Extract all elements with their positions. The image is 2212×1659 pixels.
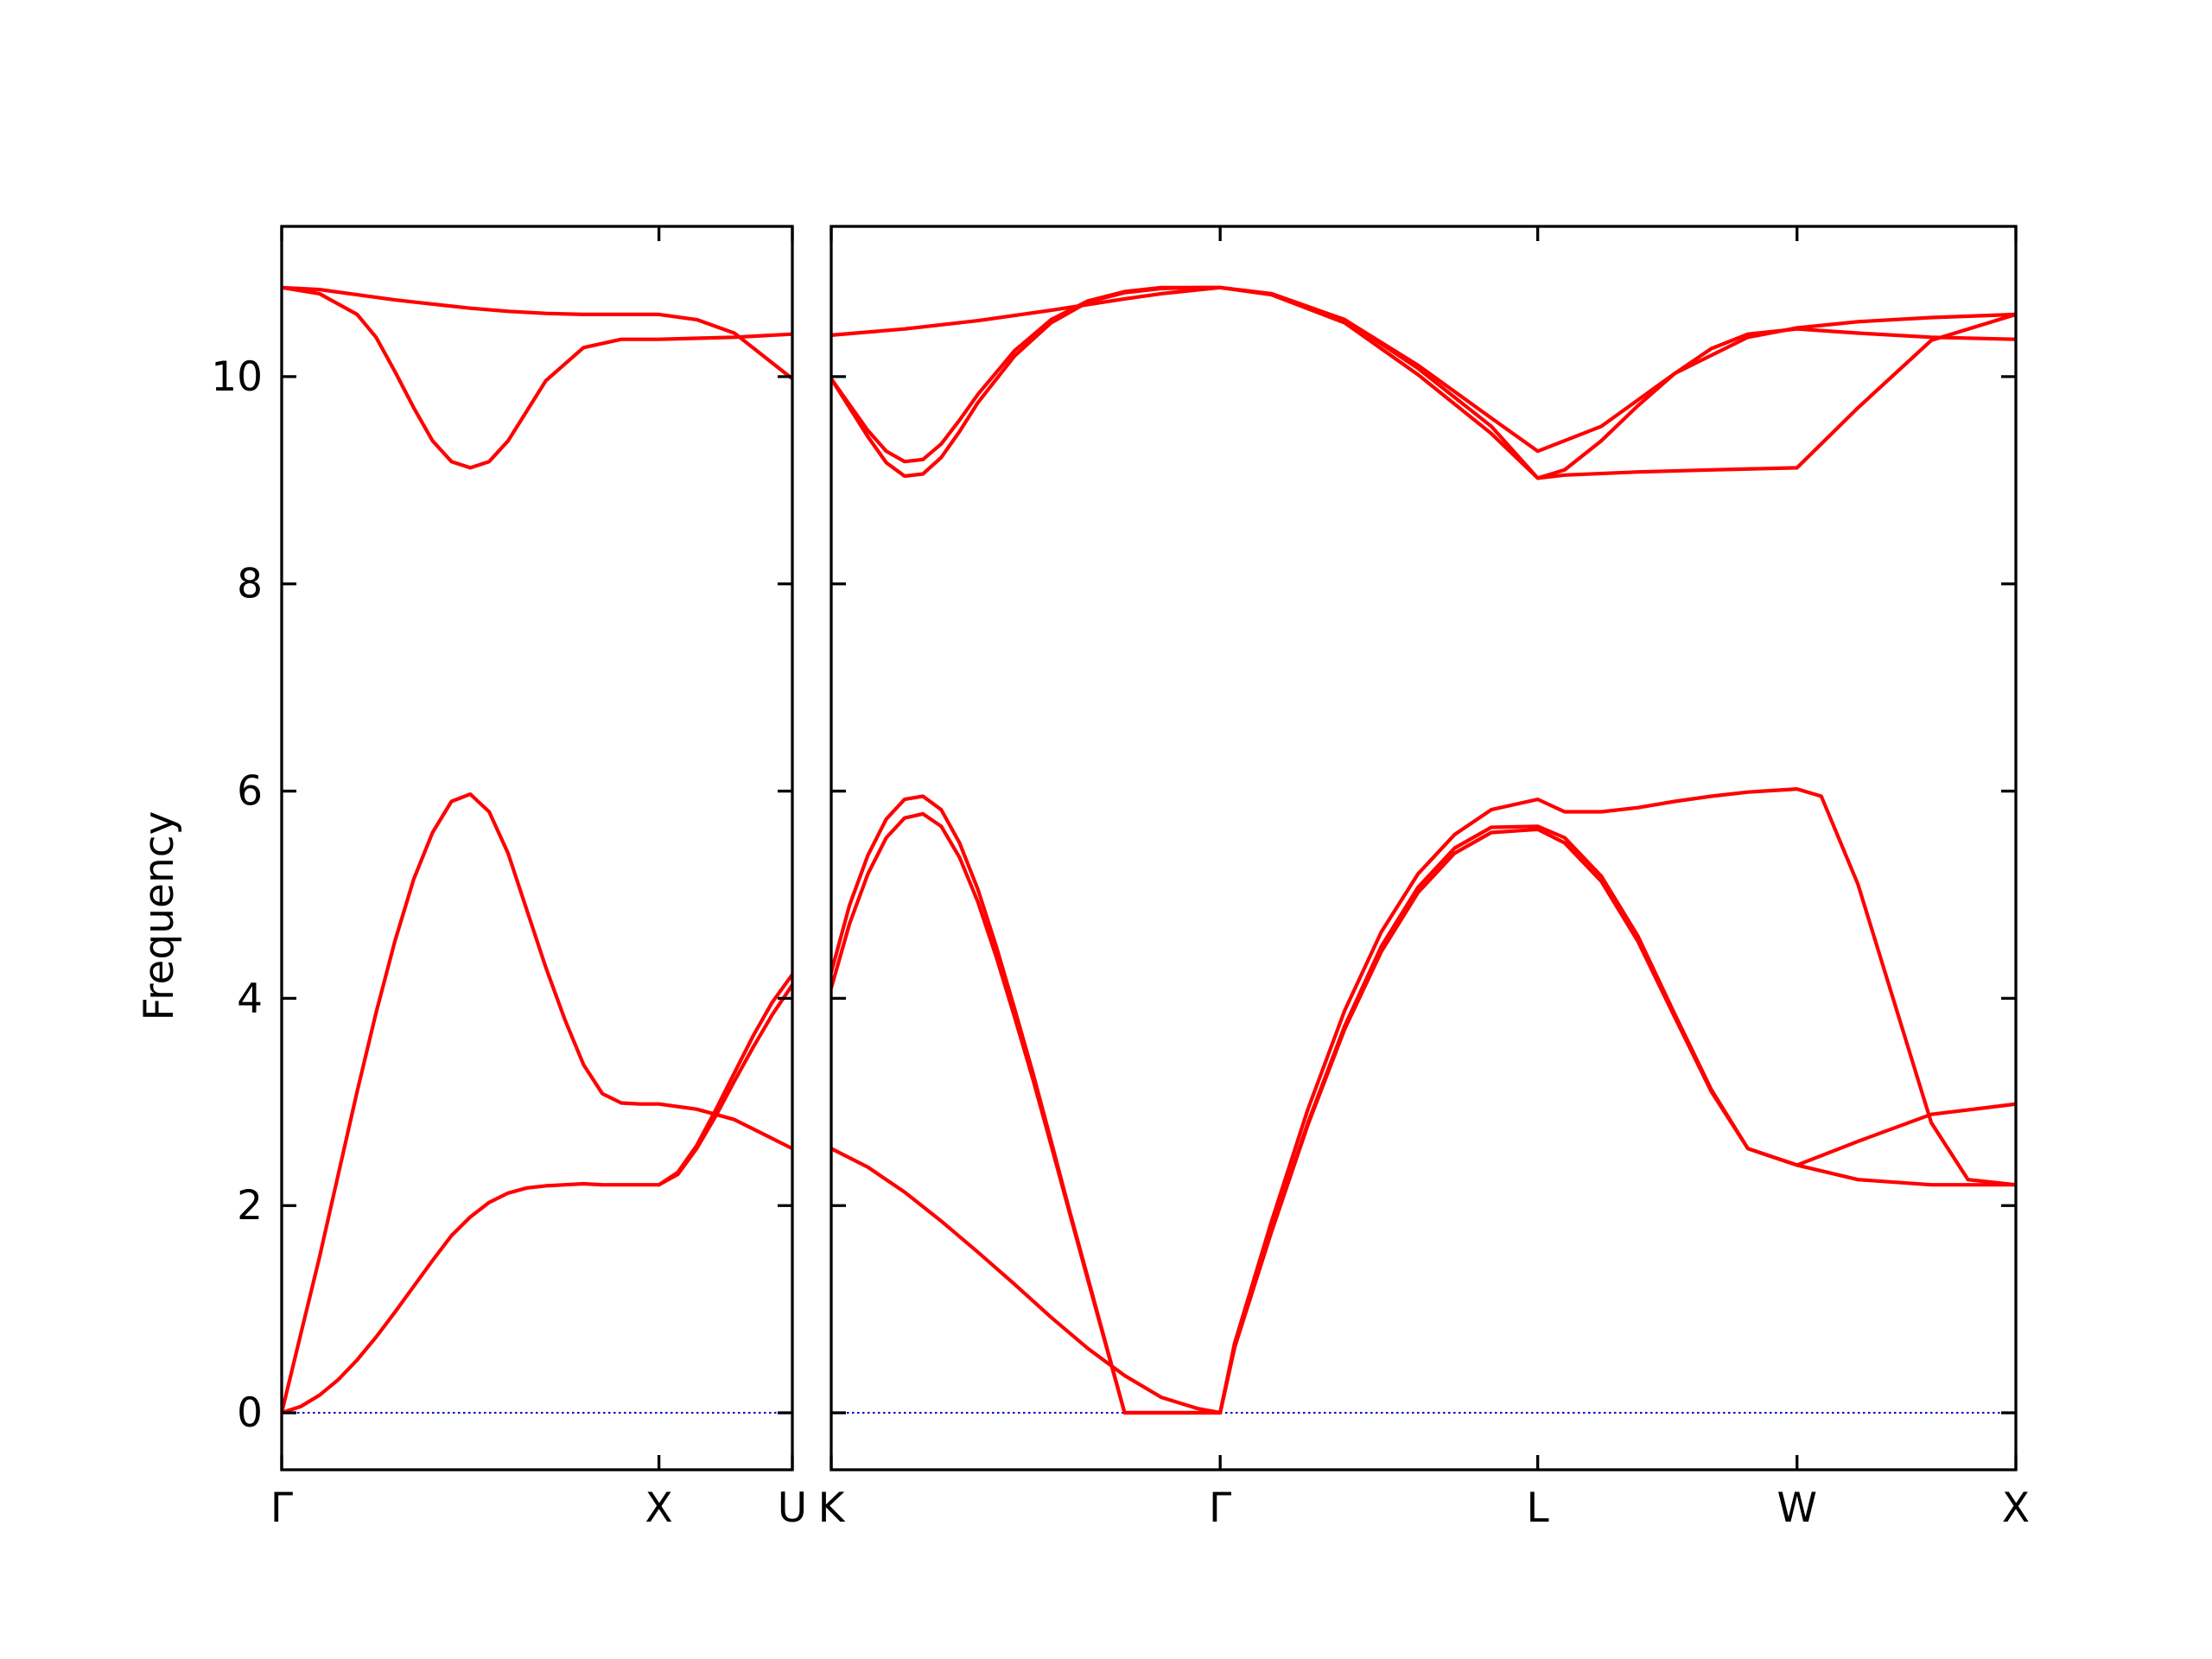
x-tick-label: W [1777,1484,1816,1532]
x-tick-label: X [645,1484,673,1532]
band-line-1 [282,285,792,381]
y-tick-label: 6 [237,768,263,816]
band-line-5 [831,811,2016,1415]
y-tick-label: 2 [237,1182,263,1230]
x-tick-label: K [818,1484,846,1532]
y-tick-label: 10 [211,353,263,401]
y-tick-label: 4 [237,975,263,1022]
band-line-3 [831,285,2016,480]
band-line-2 [282,285,792,470]
y-tick-label: 8 [237,561,263,608]
band-line-4 [282,972,792,1415]
x-tick-label: Γ [270,1484,293,1532]
band-line-5 [657,982,792,1187]
panel-1: 0 2 4 6 8 10 Γ X U [211,225,807,1532]
band-series-group [282,285,792,1415]
x-tick-label: Γ [1209,1484,1231,1532]
panels-layer: 0 2 4 6 8 10 Γ X U K Γ L W X [211,225,2030,1532]
band-series-group [831,285,2016,1415]
x-tick-label: X [2002,1484,2030,1532]
y-tick-label: 0 [237,1389,263,1437]
band-line-3 [282,792,792,1415]
axes-frame [280,225,794,1471]
x-tick-label: U [778,1484,807,1532]
y-axis-label: Frequency [136,811,183,1021]
axes-frame [830,225,2018,1471]
x-tick-label: L [1527,1484,1549,1532]
band-line-6 [831,827,2016,1415]
